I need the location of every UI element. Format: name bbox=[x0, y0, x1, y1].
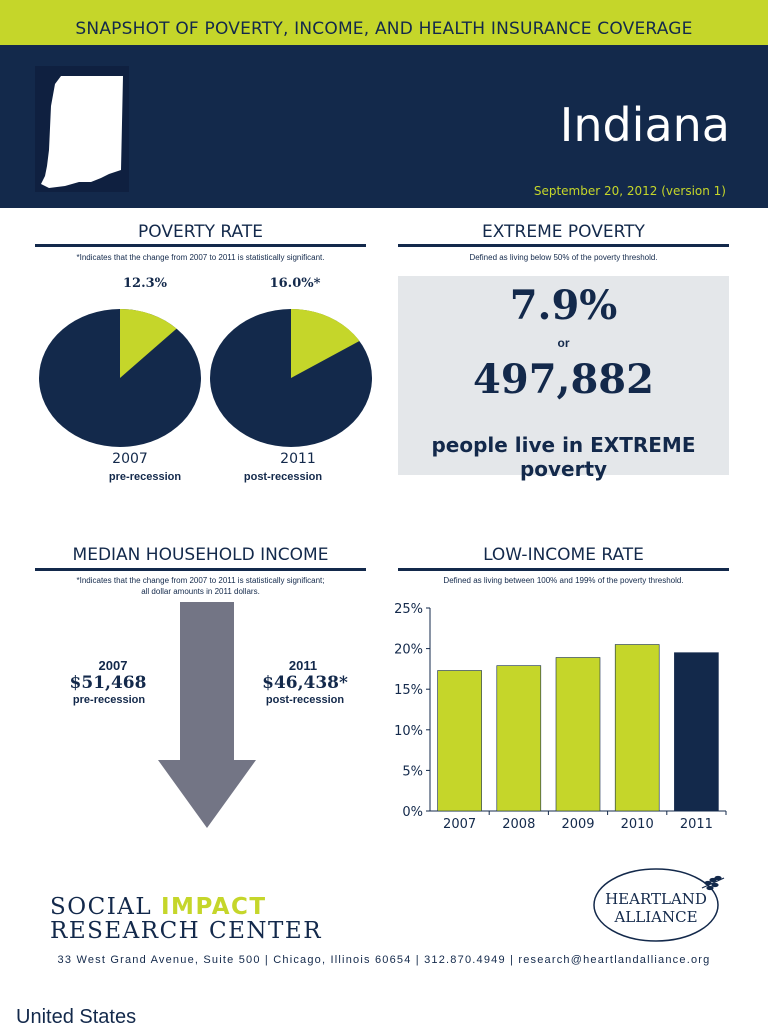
income-2011-year: 2011 bbox=[288, 658, 318, 673]
x-tick-label: 2008 bbox=[502, 817, 535, 832]
poverty-2011-value: 16.0%* bbox=[269, 276, 321, 291]
pie-2011-slice bbox=[291, 309, 360, 378]
bar-2007 bbox=[437, 670, 482, 812]
footer-address: 33 West Grand Avenue, Suite 500 | Chicag… bbox=[57, 954, 711, 966]
x-tick-label: 2009 bbox=[561, 817, 594, 832]
income-rule bbox=[35, 568, 366, 571]
y-tick-label: 0% bbox=[402, 805, 423, 820]
y-tick-label: 20% bbox=[394, 643, 423, 658]
x-tick-label: 2011 bbox=[680, 817, 713, 832]
org-name-line1: SOCIAL IMPACT bbox=[50, 894, 267, 920]
income-down-arrow bbox=[158, 602, 256, 828]
state-title: Indiana bbox=[559, 98, 730, 152]
lowincome-title: LOW-INCOME RATE bbox=[483, 545, 644, 565]
indiana-map-icon bbox=[41, 76, 123, 188]
bottom-text: United States bbox=[16, 1006, 137, 1028]
y-tick-label: 15% bbox=[394, 683, 423, 698]
x-tick-label: 2007 bbox=[443, 817, 476, 832]
extreme-count: 497,882 bbox=[473, 356, 654, 403]
pie-2007-slice bbox=[120, 309, 177, 378]
income-2007-amount: $51,468 bbox=[69, 673, 147, 693]
extreme-panel bbox=[398, 276, 729, 475]
lowincome-rule bbox=[398, 568, 729, 571]
x-tick-label: 2010 bbox=[621, 817, 654, 832]
extreme-or: or bbox=[557, 336, 570, 350]
bar-2009 bbox=[555, 657, 601, 812]
lowincome-bar-chart: 0% 5% 10% 15% 20% 25% 2007 2008 2009 2010 2011 bbox=[394, 602, 727, 832]
poverty-title: POVERTY RATE bbox=[137, 222, 263, 242]
income-2011-period: post-recession bbox=[265, 694, 345, 706]
org-name-social: SOCIAL bbox=[50, 894, 161, 920]
heartland-alliance-logo: HEARTLAND ALLIANCE bbox=[593, 868, 725, 942]
y-tick-label: 10% bbox=[394, 724, 423, 739]
state-map-panel bbox=[35, 66, 129, 192]
poverty-2007-period: pre-recession bbox=[108, 471, 182, 483]
poverty-2011-year: 2011 bbox=[280, 451, 316, 467]
poverty-note: *Indicates that the change from 2007 to … bbox=[76, 253, 325, 262]
logo-line2: ALLIANCE bbox=[613, 908, 697, 926]
top-banner: SNAPSHOT OF POVERTY, INCOME, AND HEALTH … bbox=[0, 0, 768, 45]
extreme-caption: people live in EXTREME poverty bbox=[431, 433, 696, 481]
income-note-2: all dollar amounts in 2011 dollars. bbox=[141, 587, 260, 596]
poverty-rule bbox=[35, 244, 366, 247]
income-2007-year: 2007 bbox=[98, 658, 128, 673]
org-name-line2: RESEARCH CENTER bbox=[50, 918, 323, 944]
org-name-impact: IMPACT bbox=[161, 894, 267, 920]
logo-line1: HEARTLAND bbox=[605, 890, 707, 908]
bar-2010 bbox=[614, 644, 660, 812]
poverty-2007-year: 2007 bbox=[112, 451, 148, 467]
poverty-2011-period: post-recession bbox=[243, 471, 323, 483]
y-tick-label: 5% bbox=[402, 764, 423, 779]
bar-2008 bbox=[496, 665, 542, 812]
wheat-icon bbox=[701, 875, 725, 891]
extreme-rule bbox=[398, 244, 729, 247]
bar-2011 bbox=[674, 652, 719, 812]
extreme-note: Defined as living below 50% of the pover… bbox=[469, 253, 658, 262]
report-date: September 20, 2012 (version 1) bbox=[533, 184, 726, 198]
y-tick-label: 25% bbox=[394, 602, 423, 617]
extreme-title: EXTREME POVERTY bbox=[482, 222, 645, 242]
lowincome-note: Defined as living between 100% and 199% … bbox=[443, 576, 684, 585]
income-2007-period: pre-recession bbox=[72, 694, 146, 706]
income-title: MEDIAN HOUSEHOLD INCOME bbox=[72, 545, 329, 565]
poverty-pie-2011 bbox=[210, 309, 372, 447]
income-note-1: *Indicates that the change from 2007 to … bbox=[76, 576, 325, 585]
income-2011-amount: $46,438* bbox=[262, 673, 348, 693]
poverty-2007-value: 12.3% bbox=[122, 276, 167, 291]
extreme-percent: 7.9% bbox=[509, 282, 618, 329]
poverty-pie-2007 bbox=[39, 309, 201, 447]
banner-title: SNAPSHOT OF POVERTY, INCOME, AND HEALTH … bbox=[75, 19, 693, 39]
